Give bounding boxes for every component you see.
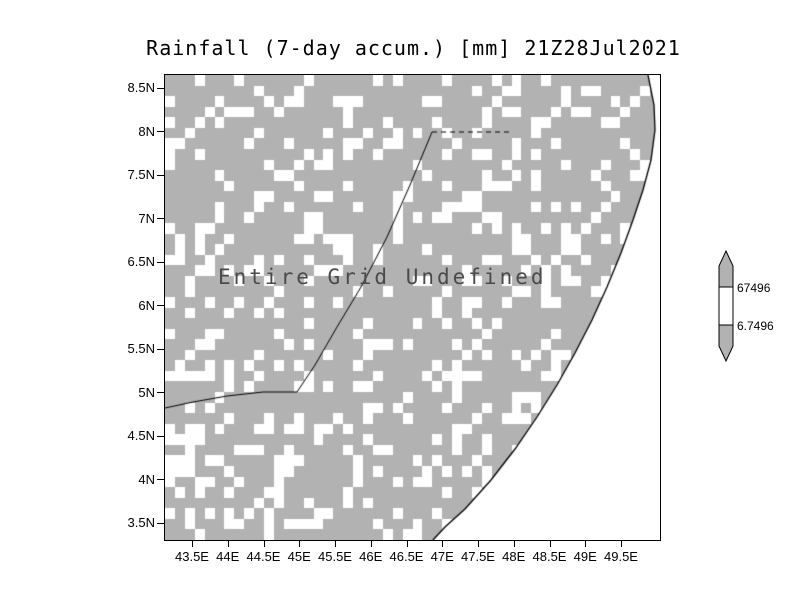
- y-tick-label: 8.5N: [127, 80, 155, 95]
- y-tick: [157, 435, 164, 437]
- y-tick-label: 7N: [138, 210, 155, 226]
- colorbar-label-lower: 6.7496: [737, 319, 774, 333]
- y-tick-label: 8N: [138, 123, 155, 139]
- y-tick: [157, 218, 164, 219]
- x-tick-label: 45.5E: [318, 549, 352, 564]
- x-tick-label: 45E: [287, 549, 311, 564]
- x-tick: [335, 541, 336, 547]
- plot-area: Entire Grid Undefined: [164, 74, 661, 541]
- x-tick-label: 44E: [216, 549, 240, 564]
- x-tick: [263, 541, 265, 547]
- y-tick: [157, 479, 164, 480]
- colorbar-arrow: [718, 250, 734, 362]
- x-tick-label: 49E: [573, 549, 597, 564]
- y-tick-label: 5.5N: [127, 341, 155, 356]
- y-tick: [157, 131, 164, 132]
- x-tick: [513, 541, 515, 547]
- x-tick: [227, 541, 229, 547]
- x-tick-label: 48E: [502, 549, 526, 564]
- x-tick: [621, 541, 622, 547]
- map-canvas: [165, 75, 660, 540]
- y-tick-label: 6.5N: [127, 254, 155, 269]
- chart-title: Rainfall (7-day accum.) [mm] 21Z28Jul202…: [146, 36, 681, 60]
- colorbar-bottom-segment: [719, 325, 733, 361]
- x-tick-label: 43.5E: [175, 549, 209, 564]
- colorbar-label-upper: 67496: [737, 281, 771, 295]
- y-tick: [157, 522, 164, 524]
- x-tick-label: 49.5E: [604, 549, 638, 564]
- x-tick: [549, 541, 551, 547]
- x-tick: [370, 541, 372, 547]
- colorbar-top-segment: [719, 251, 733, 287]
- x-tick: [299, 541, 301, 547]
- y-tick-label: 7.5N: [127, 167, 155, 182]
- x-tick-label: 48.5E: [532, 549, 567, 564]
- y-tick-label: 5N: [138, 384, 155, 400]
- y-tick: [157, 174, 164, 176]
- y-tick: [157, 87, 164, 89]
- x-tick-label: 44.5E: [246, 549, 281, 564]
- x-tick-label: 47.5E: [461, 549, 495, 564]
- y-tick: [157, 348, 164, 350]
- y-tick-label: 4N: [138, 471, 155, 487]
- x-tick-label: 46E: [359, 549, 383, 564]
- x-tick: [442, 541, 444, 547]
- x-tick-label: 47E: [430, 549, 454, 564]
- y-tick: [157, 392, 164, 393]
- x-tick-label: 46.5E: [389, 549, 424, 564]
- grid-undefined-message: Entire Grid Undefined: [218, 265, 547, 289]
- y-tick-label: 6N: [138, 297, 155, 313]
- x-tick: [192, 541, 193, 547]
- x-tick: [478, 541, 479, 547]
- x-tick: [406, 541, 408, 547]
- y-tick: [157, 261, 164, 263]
- y-tick-label: 3.5N: [127, 515, 155, 530]
- x-tick: [585, 541, 587, 547]
- y-tick-label: 4.5N: [127, 428, 155, 443]
- colorbar-outline: [718, 250, 734, 362]
- y-tick: [157, 305, 164, 306]
